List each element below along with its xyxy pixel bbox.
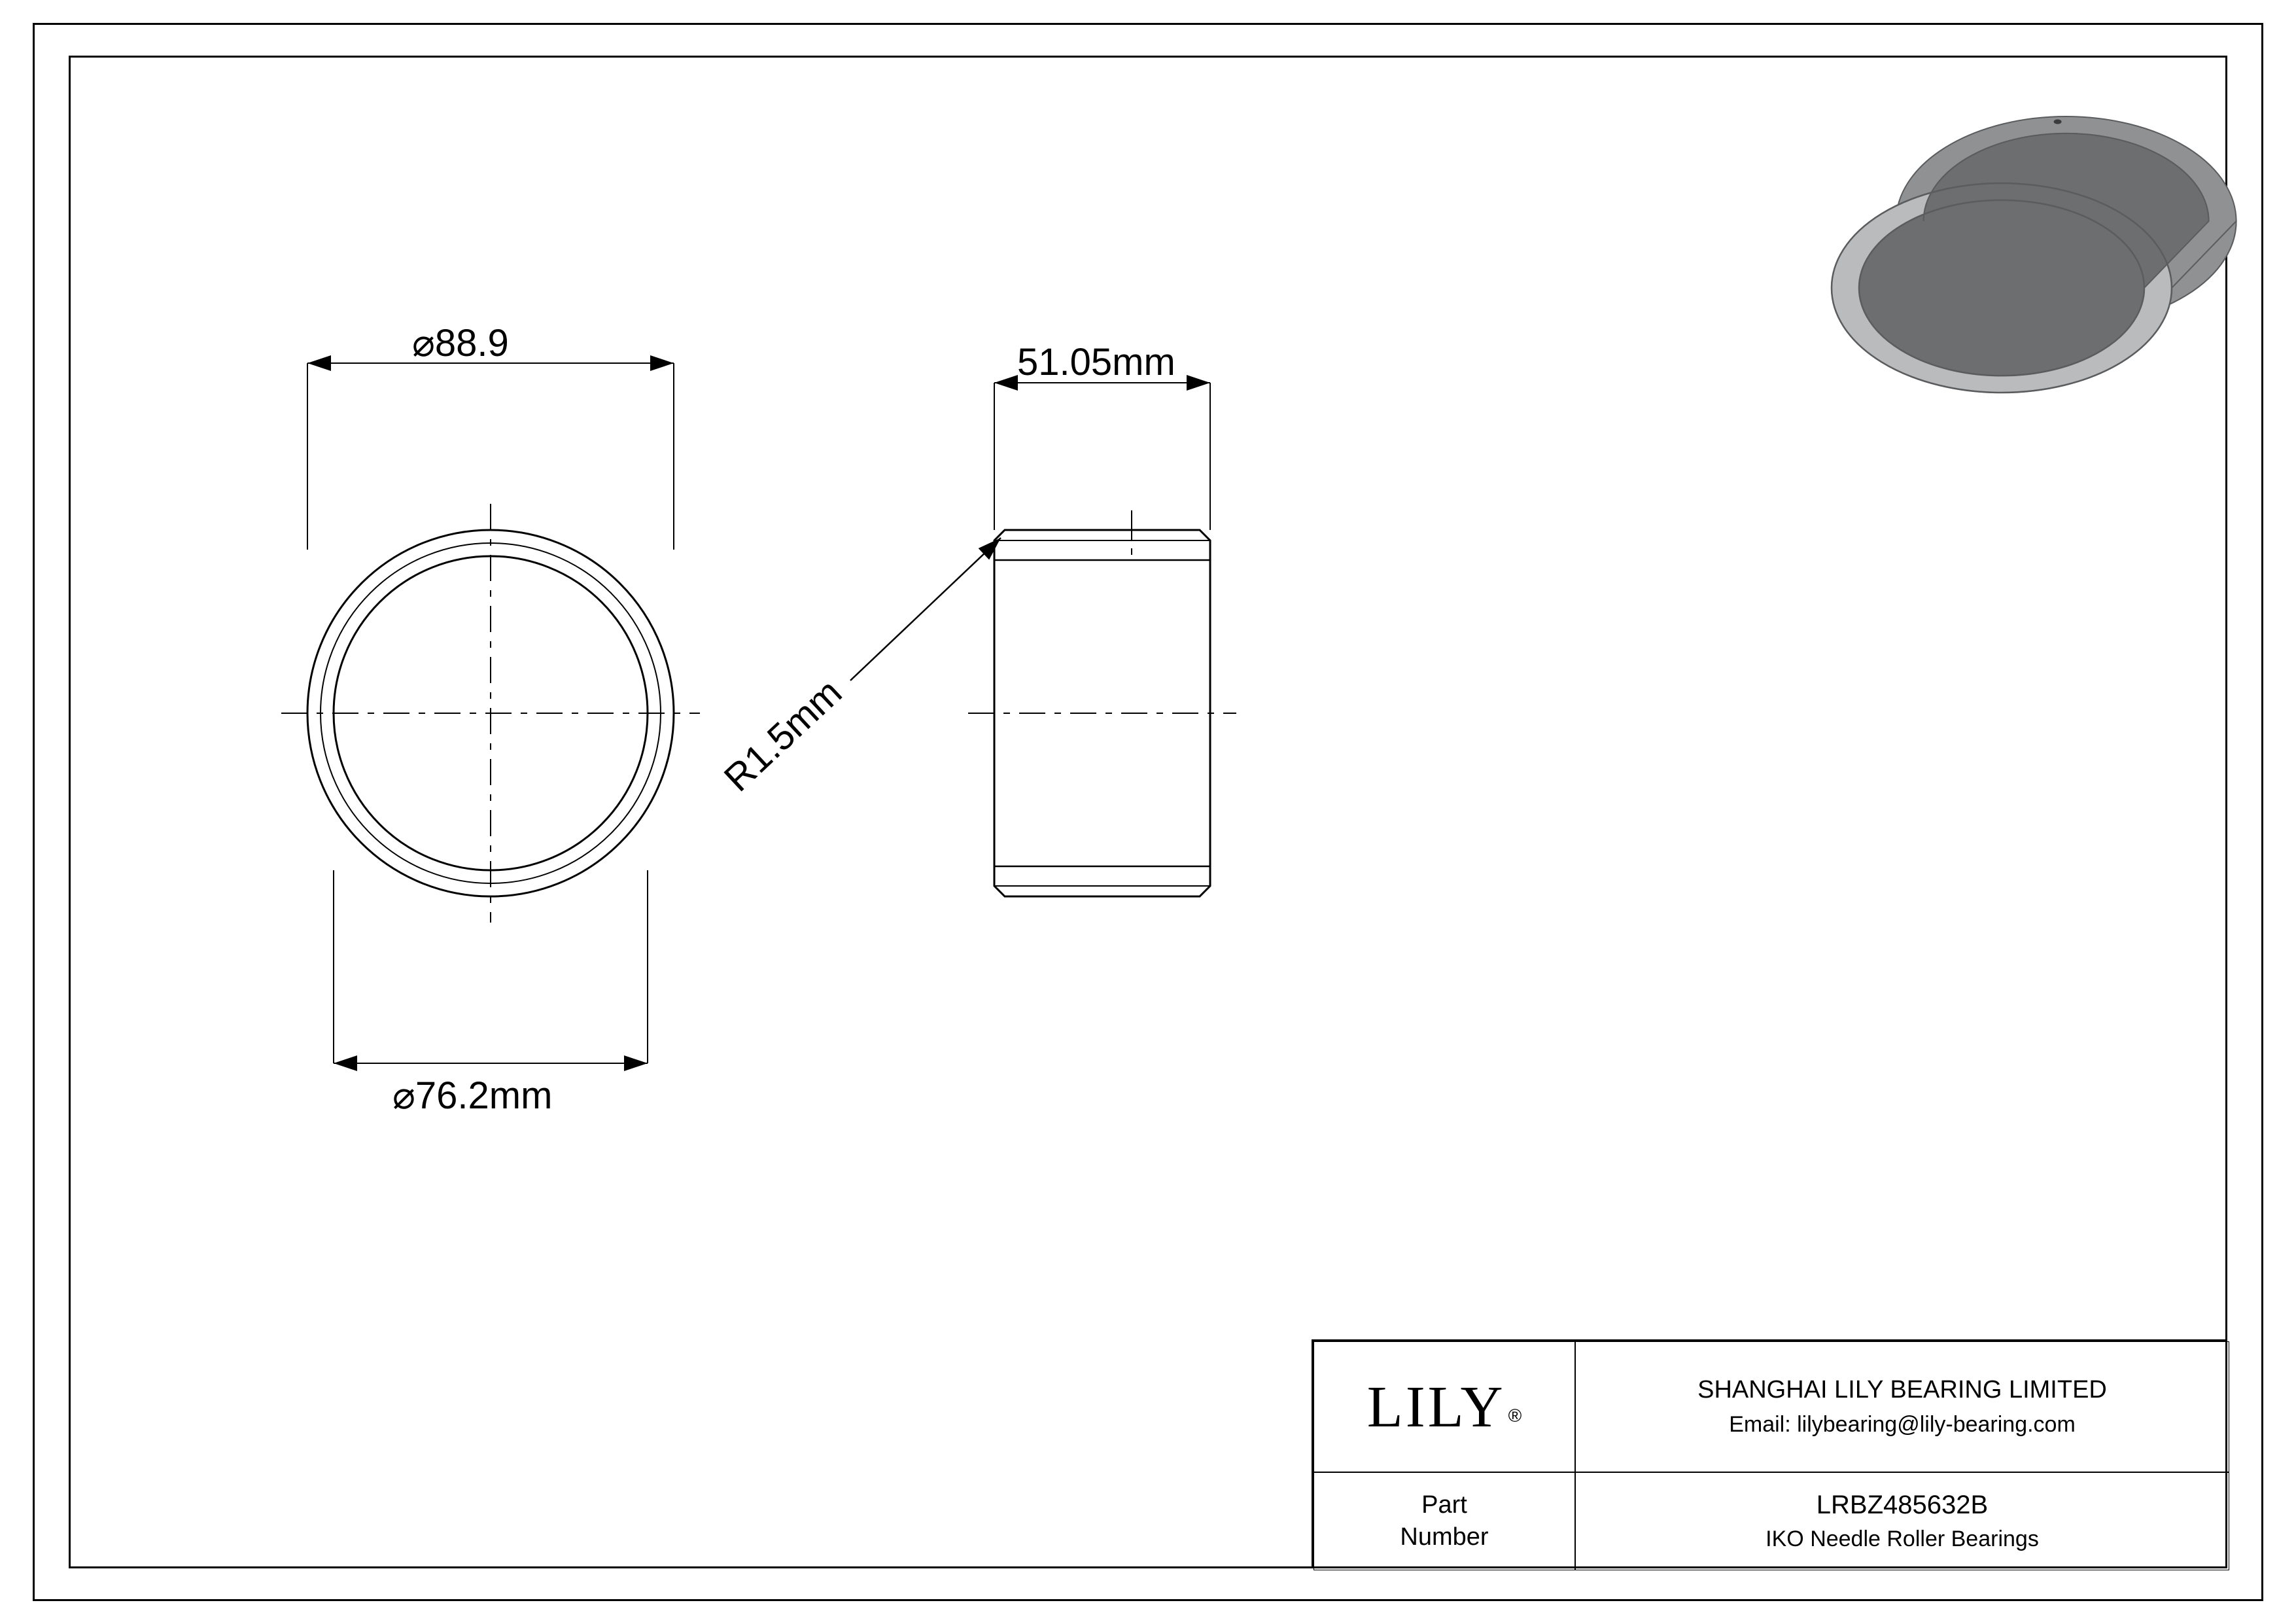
logo-name: LILY (1367, 1375, 1506, 1439)
logo-cell: LILY® (1313, 1341, 1575, 1472)
part-description: IKO Needle Roller Bearings (1765, 1527, 2039, 1552)
part-label-line1: Part (1421, 1489, 1467, 1521)
company-name: SHANGHAI LILY BEARING LIMITED (1697, 1376, 2107, 1404)
part-info-cell: LRBZ485632B IKO Needle Roller Bearings (1575, 1472, 2229, 1570)
logo-text: LILY® (1367, 1373, 1522, 1441)
company-email: Email: lilybearing@lily-bearing.com (1729, 1412, 2076, 1438)
part-label-line2: Number (1400, 1521, 1488, 1553)
part-label-cell: Part Number (1313, 1472, 1575, 1570)
title-block: LILY® SHANGHAI LILY BEARING LIMITED Emai… (1312, 1339, 2227, 1568)
drawing-sheet: ⌀88.9 ⌀76.2mm 51.05mm R1.5mm LILY® SHANG… (0, 0, 2296, 1624)
registered-icon: ® (1508, 1405, 1522, 1426)
company-cell: SHANGHAI LILY BEARING LIMITED Email: lil… (1575, 1341, 2229, 1472)
part-number: LRBZ485632B (1817, 1491, 1988, 1520)
dim-outer-diameter: ⌀88.9 (412, 321, 509, 365)
dim-width: 51.05mm (1017, 340, 1175, 384)
dim-inner-diameter: ⌀76.2mm (392, 1073, 552, 1118)
